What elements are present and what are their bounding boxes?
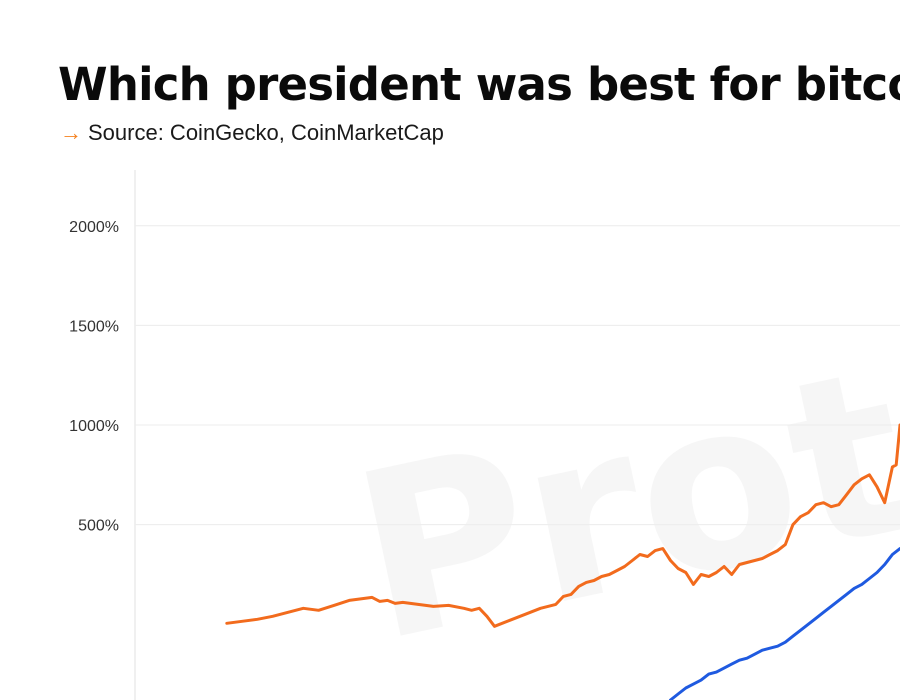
arrow-right-icon: → (60, 120, 82, 145)
y-tick-label: 1000% (69, 418, 119, 435)
grid-layer (135, 225, 900, 526)
chart-title: Which president was best for bitcoin (58, 58, 900, 111)
y-tick-label: 1500% (69, 318, 119, 335)
y-tick-label: 2000% (69, 219, 119, 236)
series-layer (225, 423, 900, 700)
source-text: Source: CoinGecko, CoinMarketCap (88, 120, 444, 145)
series-line-2 (669, 547, 900, 700)
watermark-text: Protos (336, 257, 900, 694)
tick-label-layer: 500% 1000% 1500% 2000% (69, 219, 119, 535)
y-tick-label: 500% (78, 518, 119, 535)
series-line-1 (225, 423, 900, 628)
chart-subtitle: → Source: CoinGecko, CoinMarketCap (60, 120, 444, 146)
